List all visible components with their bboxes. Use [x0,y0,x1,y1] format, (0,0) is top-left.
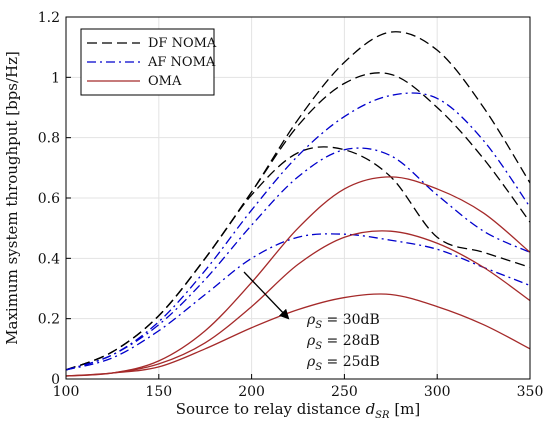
x-tick-label: 150 [145,384,172,400]
series-line-df-noma-25db [65,146,531,371]
series-line-oma-30db [65,176,531,377]
y-axis-label: Maximum system throughput [bps/Hz] [3,51,21,345]
grid [65,16,531,380]
y-tick-label: 0.4 [38,251,60,267]
series-lines [65,31,531,377]
annotation-rho-25db: ρS = 25dB [306,354,380,373]
legend-label-oma: OMA [148,74,182,89]
legend-box [80,28,215,96]
series-line-df-noma-30db [65,31,531,371]
y-tick-label: 0.2 [38,312,60,328]
series-line-af-noma-30db [65,92,531,371]
series-line-af-noma-28db [65,147,531,371]
series-line-oma-28db [65,230,531,377]
ticks: 100 150 200 250 300 350 0 0.2 0.4 0.6 0.8 1 1.2 [38,10,544,400]
y-tick-label: 1 [51,70,60,86]
legend-label-df-noma: DF NOMA [148,36,217,51]
legend: DF NOMA AF NOMA OMA [80,28,217,96]
series-line-af-noma-25db [65,233,531,371]
series-line-oma-25db [65,293,531,377]
x-tick-label: 350 [517,384,544,400]
x-axis-label: Source to relay distance dSR [m] [176,400,421,421]
x-tick-label: 200 [238,384,265,400]
annotation-arrow [243,271,290,320]
y-tick-label: 0 [51,372,60,388]
annotation-rho-28db: ρS = 28dB [306,333,380,352]
x-tick-label: 300 [424,384,451,400]
x-tick-label: 100 [53,384,80,400]
legend-label-af-noma: AF NOMA [147,55,216,70]
y-tick-label: 0.8 [38,131,60,147]
x-tick-label: 250 [331,384,358,400]
annotation-rho-30db: ρS = 30dB [306,312,380,331]
y-tick-label: 1.2 [38,10,60,26]
y-tick-label: 0.6 [38,191,60,207]
